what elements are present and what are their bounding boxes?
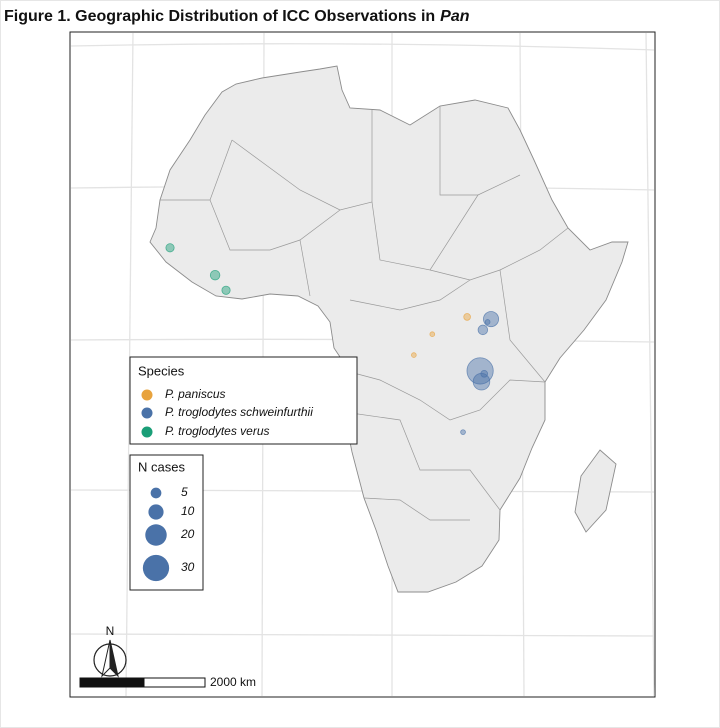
- observations: [165, 243, 500, 435]
- observation-point: [463, 313, 471, 321]
- size-swatch: [142, 554, 170, 582]
- size-label: 10: [181, 504, 195, 518]
- observation-point: [165, 243, 175, 253]
- figure-title: Figure 1. Geographic Distribution of ICC…: [4, 8, 470, 25]
- size-legend-items: 5 10 20 30: [142, 485, 195, 582]
- scale-bar: 2000 km: [79, 675, 256, 689]
- species-legend-box: [129, 356, 358, 445]
- observation-point: [483, 311, 500, 328]
- observation-point: [477, 324, 489, 336]
- observation-point: [466, 357, 494, 385]
- size-swatch: [148, 504, 164, 520]
- legend-swatch: [141, 389, 153, 401]
- size-label: 5: [181, 485, 188, 499]
- legend-label: P. paniscus: [165, 387, 226, 401]
- legend-swatch: [141, 407, 153, 419]
- continent: [149, 65, 629, 593]
- species-legend-items: P. paniscus P. troglodytes schweinfurthii…: [141, 387, 313, 438]
- size-swatch: [150, 487, 162, 499]
- size-legend-title: N cases: [138, 459, 185, 474]
- size-label: 30: [181, 560, 195, 574]
- observation-point: [480, 370, 489, 378]
- title-italic: Pan: [440, 8, 470, 25]
- north-label: N: [106, 624, 115, 638]
- legend-label: P. troglodytes schweinfurthii: [165, 405, 313, 419]
- madagascar: [574, 449, 617, 533]
- observation-point: [460, 429, 466, 435]
- legend-label: P. troglodytes verus: [165, 424, 270, 438]
- title-text: Figure 1. Geographic Distribution of ICC…: [4, 8, 435, 25]
- observation-point: [221, 285, 231, 295]
- observation-point: [472, 373, 491, 391]
- species-legend-title: Species: [138, 363, 185, 378]
- observation-point: [429, 331, 436, 338]
- africa: [149, 65, 629, 593]
- scale-bar-label: 2000 km: [210, 675, 256, 689]
- observation-point: [209, 269, 221, 281]
- size-label: 20: [180, 527, 195, 541]
- legend-swatch: [141, 426, 153, 438]
- size-swatch: [145, 524, 167, 546]
- observation-point: [484, 319, 491, 325]
- north-arrow: N: [93, 624, 127, 678]
- observation-point: [411, 352, 417, 358]
